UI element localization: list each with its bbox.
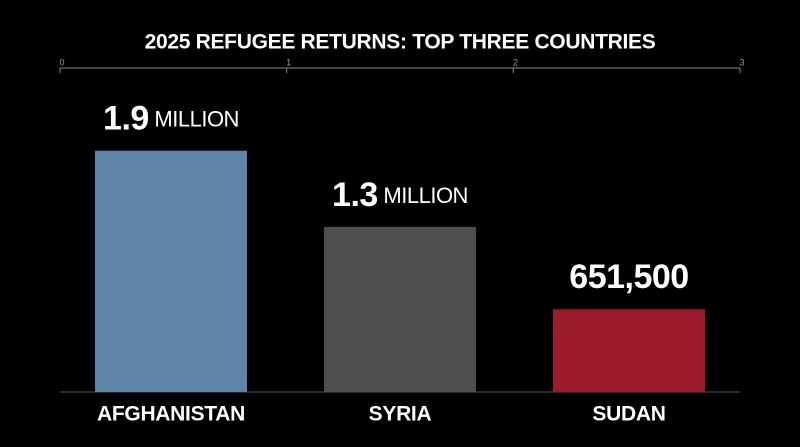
- bar: [95, 150, 247, 392]
- x-tick-label: SUDAN: [592, 403, 665, 426]
- tick-label: 1: [286, 57, 291, 67]
- value-label: 1.9 MILLION: [103, 100, 239, 138]
- x-tick-label: AFGHANISTAN: [97, 403, 245, 426]
- tick-label: 3: [739, 57, 744, 67]
- value-label: 1.3 MILLION: [332, 176, 468, 214]
- x-tick-label: SYRIA: [369, 403, 432, 426]
- bar: [553, 309, 705, 392]
- chart-title: 2025 REFUGEE RETURNS: TOP THREE COUNTRIE…: [145, 31, 656, 54]
- tick-label: 2: [513, 57, 518, 67]
- value-label: 651,500: [569, 258, 688, 296]
- bar: [324, 226, 476, 392]
- tick-label: 0: [59, 57, 64, 67]
